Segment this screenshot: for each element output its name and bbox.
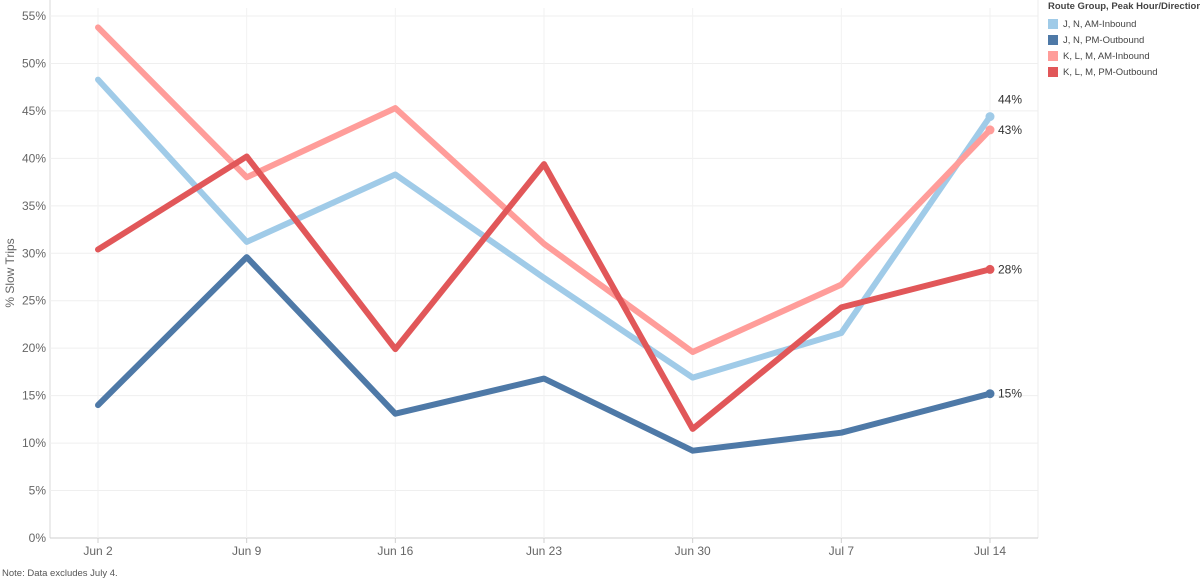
x-tick-label: Jun 16 <box>377 544 413 558</box>
x-tick-label: Jun 9 <box>232 544 262 558</box>
legend-label: J, N, PM-Outbound <box>1063 34 1145 46</box>
series-end-label-2: 43% <box>998 123 1022 137</box>
legend-swatch <box>1048 51 1058 61</box>
line-chart: 0% 5% 10% 15% 20% 25% 30% 35% 40% 45% 50% 55% Jun 2 J… <box>3 0 1039 558</box>
legend-swatch <box>1048 67 1058 77</box>
series-line-0 <box>95 76 993 381</box>
series-end-point-0 <box>985 112 995 122</box>
legend-title: Route Group, Peak Hour/Direction <box>1048 1 1200 12</box>
series-end-point-1 <box>985 389 995 399</box>
legend-swatch <box>1048 35 1058 45</box>
legend-item-klm-pm-outbound[interactable]: K, L, M, PM-Outbound <box>1048 64 1198 80</box>
series-end-point-2 <box>985 125 995 135</box>
legend-item-klm-am-inbound[interactable]: K, L, M, AM-Inbound <box>1048 48 1198 64</box>
x-tick-label: Jun 23 <box>526 544 562 558</box>
y-tick-label: 15% <box>22 389 46 403</box>
legend-label: K, L, M, PM-Outbound <box>1063 66 1158 78</box>
y-axis-title: % Slow Trips <box>3 238 17 307</box>
series-line-1 <box>95 254 993 454</box>
y-tick-label: 30% <box>22 246 46 260</box>
x-tick-label: Jun 30 <box>675 544 711 558</box>
y-tick-label: 5% <box>29 484 47 498</box>
y-tick-label: 20% <box>22 341 46 355</box>
y-tick-label: 10% <box>22 436 46 450</box>
series-end-label-1: 15% <box>998 387 1022 401</box>
legend-label: J, N, AM-Inbound <box>1063 18 1137 30</box>
series-end-point-3 <box>985 264 995 274</box>
y-tick-label: 25% <box>22 294 46 308</box>
y-tick-label: 40% <box>22 151 46 165</box>
legend: Route Group, Peak Hour/Direction J, N, A… <box>1048 1 1200 80</box>
series-line-3 <box>95 153 993 432</box>
x-tick-label: Jul 14 <box>974 544 1006 558</box>
legend-label: K, L, M, AM-Inbound <box>1063 50 1150 62</box>
x-tick-label: Jul 7 <box>829 544 855 558</box>
legend-item-jn-am-inbound[interactable]: J, N, AM-Inbound <box>1048 16 1198 32</box>
x-tick-label: Jun 2 <box>83 544 113 558</box>
series-end-label-3: 28% <box>998 262 1022 276</box>
y-tick-label: 0% <box>29 531 47 545</box>
legend-swatch <box>1048 19 1058 29</box>
y-tick-label: 35% <box>22 199 46 213</box>
y-tick-label: 50% <box>22 56 46 70</box>
y-tick-label: 55% <box>22 9 46 23</box>
series-end-label-0: 44% <box>998 93 1022 107</box>
footnote: Note: Data excludes July 4. <box>2 568 118 579</box>
y-tick-label: 45% <box>22 104 46 118</box>
legend-item-jn-pm-outbound[interactable]: J, N, PM-Outbound <box>1048 32 1198 48</box>
series-line-2 <box>95 24 993 355</box>
